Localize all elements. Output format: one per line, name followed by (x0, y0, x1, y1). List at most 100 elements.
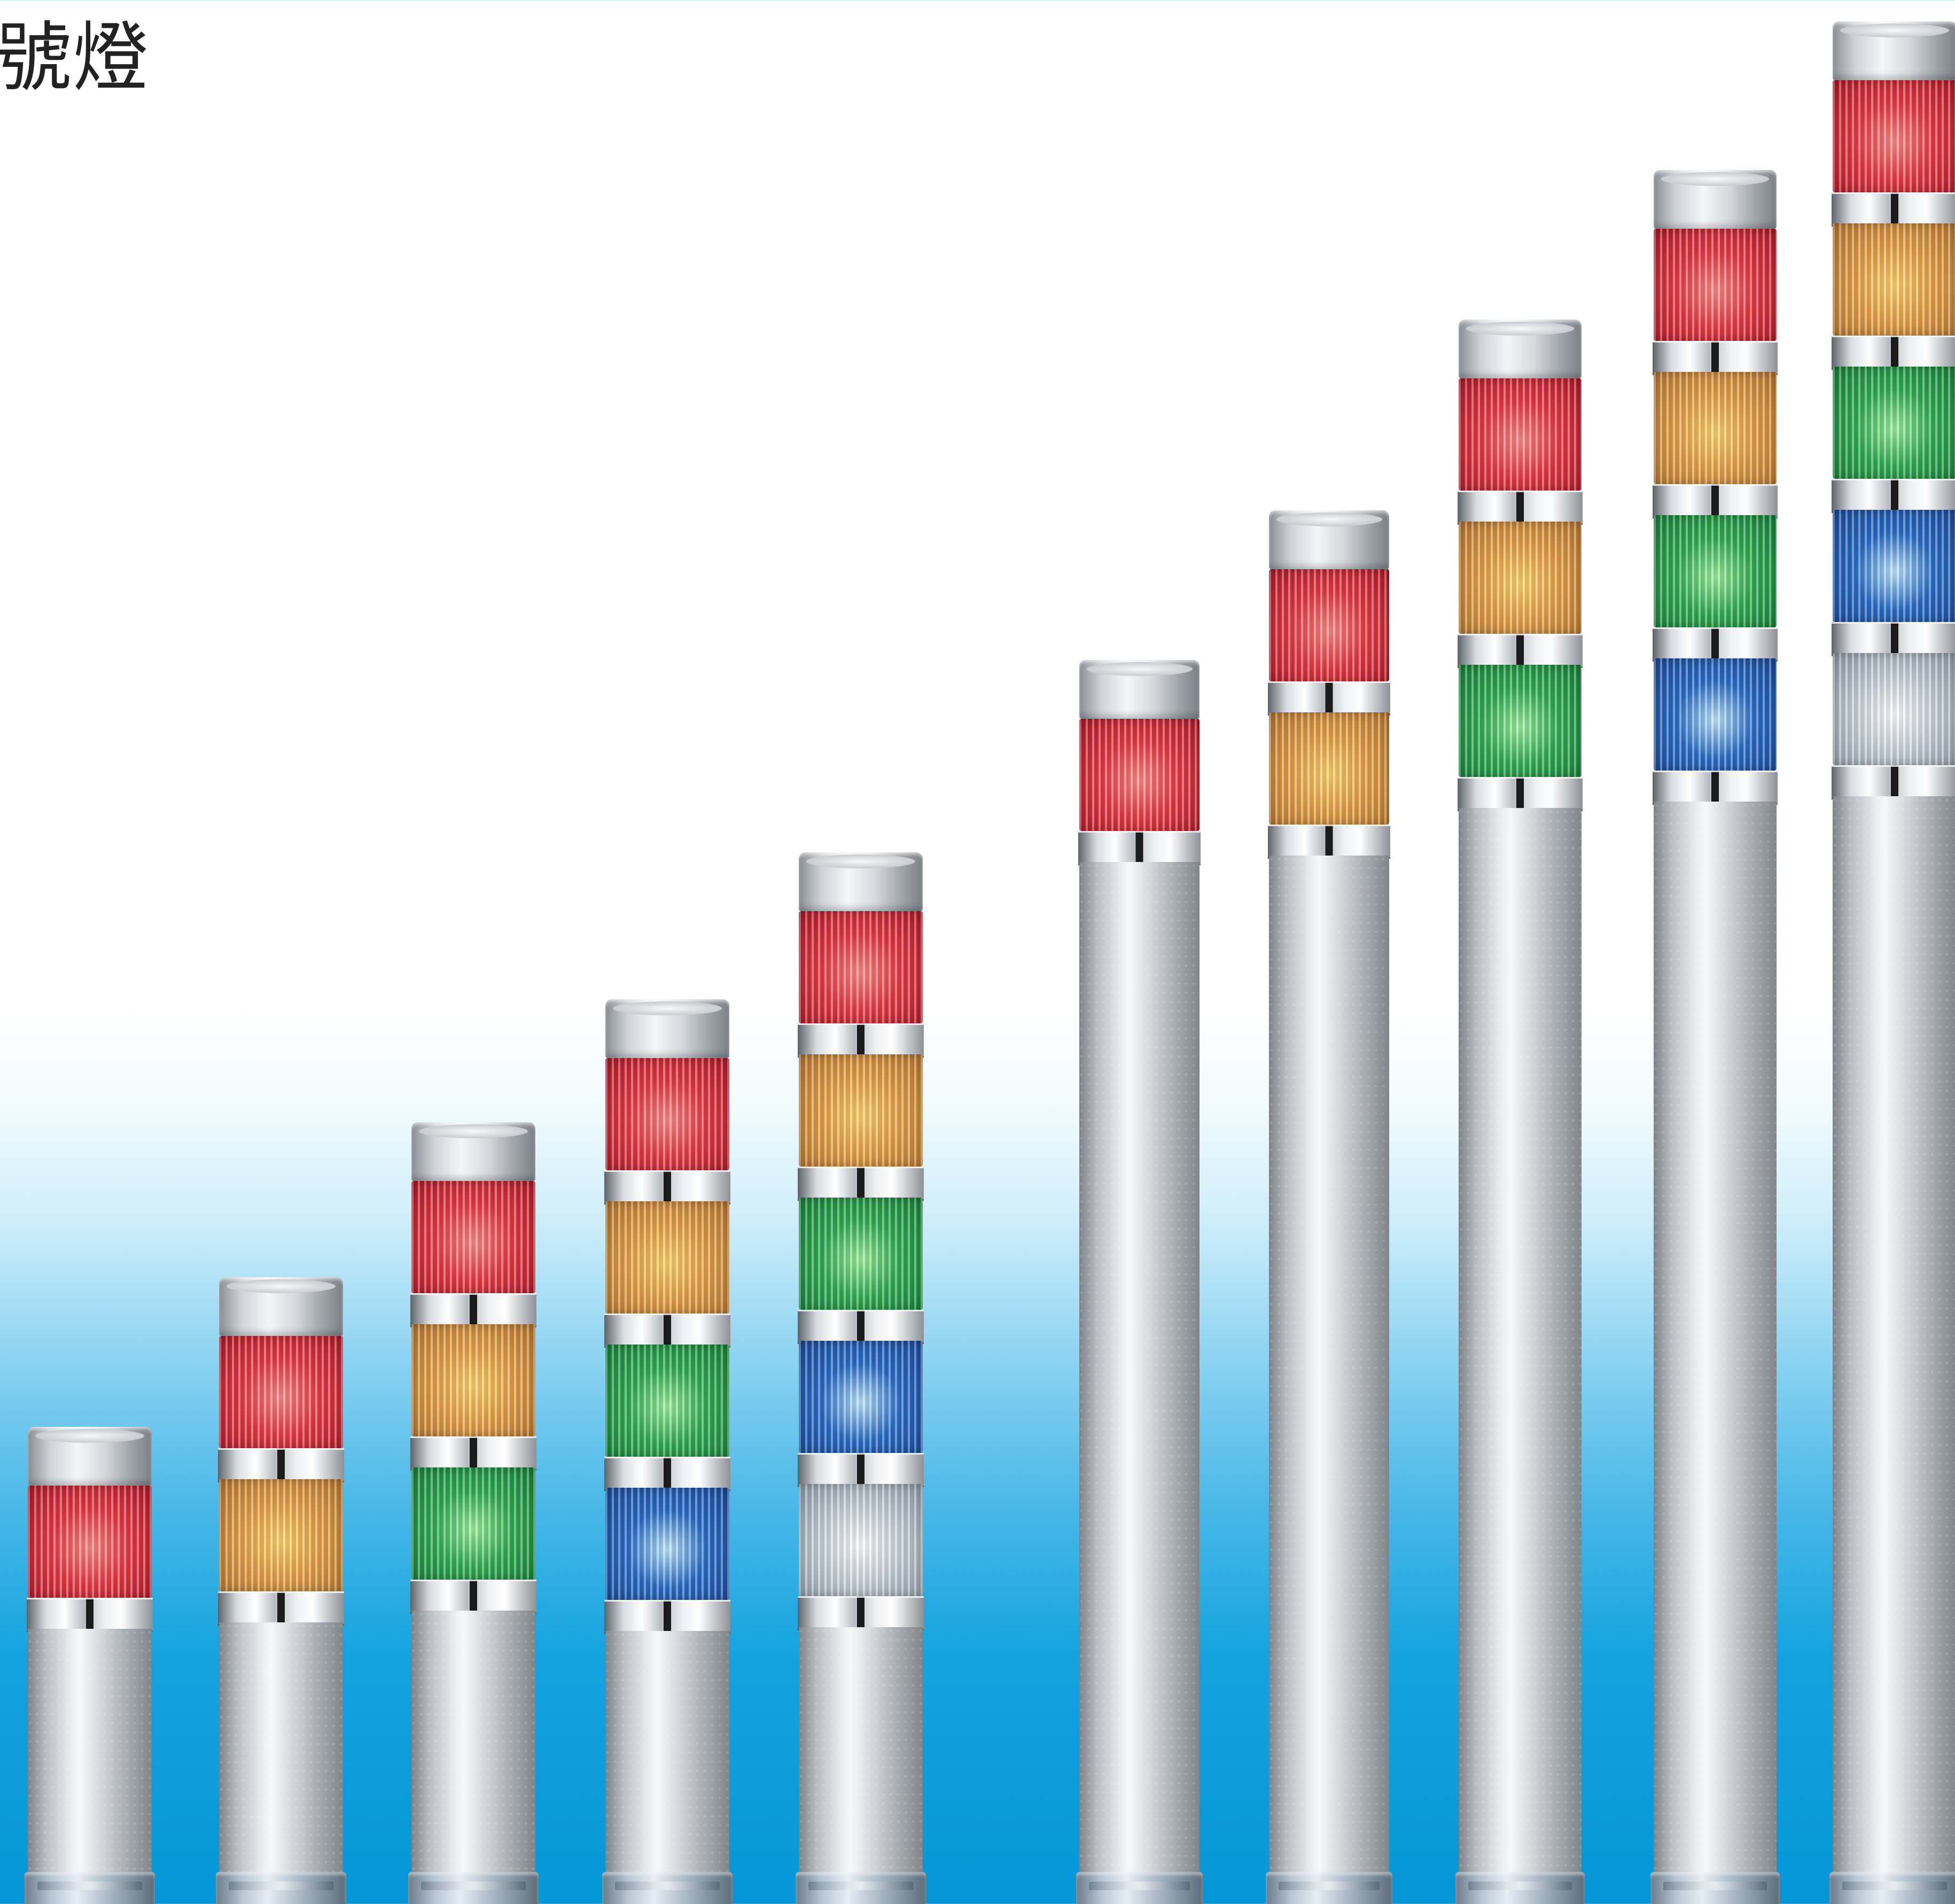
tower-1-tier (25, 1427, 155, 1904)
chrome-ring (1078, 831, 1201, 865)
blue-lens (605, 1488, 729, 1600)
chrome-ring (604, 1457, 730, 1491)
chrome-ring (410, 1293, 536, 1327)
blue-light-tier (798, 1341, 924, 1487)
tower-cap (1459, 320, 1582, 378)
mounting-base (25, 1872, 155, 1904)
amber-light-tier (410, 1324, 536, 1471)
aluminum-pole (1079, 862, 1200, 1874)
amber-light-tier (218, 1479, 344, 1626)
mounting-base (1076, 1872, 1203, 1904)
red-lens (28, 1486, 152, 1598)
mounting-base (1650, 1872, 1780, 1904)
blue-lens (1833, 510, 1955, 622)
tower-4-tier-tall (1650, 170, 1780, 1904)
chrome-ring (798, 1167, 924, 1201)
red-lens (1459, 378, 1582, 491)
tower-cap (1269, 510, 1389, 569)
blue-light-tier (1832, 510, 1955, 656)
chrome-ring (1268, 681, 1390, 716)
green-lens (1459, 665, 1582, 777)
amber-lens (799, 1054, 923, 1167)
tower-2-tier (216, 1277, 346, 1904)
blue-lens (799, 1341, 923, 1453)
tower-cap (1079, 660, 1200, 719)
red-light-tier (1653, 229, 1778, 375)
green-light-tier (410, 1467, 536, 1614)
tower-3-tier (408, 1122, 539, 1904)
chrome-ring (1653, 771, 1778, 805)
green-light-tier (1458, 665, 1583, 811)
green-lens (1654, 515, 1777, 627)
amber-light-tier (1458, 522, 1583, 668)
white-lens (799, 1484, 923, 1596)
aluminum-pole (1654, 802, 1777, 1874)
mounting-base (1829, 1872, 1955, 1904)
amber-lens (219, 1479, 343, 1591)
red-lens (219, 1336, 343, 1448)
aluminum-pole (1459, 808, 1582, 1874)
chrome-ring (1268, 825, 1390, 859)
chrome-ring (410, 1436, 536, 1471)
mounting-base (1266, 1872, 1392, 1904)
red-light-tier (798, 911, 924, 1058)
red-lens (1269, 569, 1389, 681)
red-light-tier (1458, 378, 1583, 525)
chrome-ring (1832, 479, 1955, 513)
aluminum-pole (1269, 856, 1389, 1874)
tower-5-tier (796, 852, 926, 1904)
chrome-ring (1653, 341, 1778, 375)
white-light-tier (798, 1484, 924, 1630)
amber-lens (411, 1324, 535, 1436)
chrome-ring (604, 1170, 730, 1204)
red-light-tier (218, 1336, 344, 1482)
amber-light-tier (1832, 223, 1955, 370)
aluminum-pole (799, 1627, 923, 1874)
chrome-ring (1458, 491, 1583, 525)
green-light-tier (604, 1345, 730, 1491)
red-light-tier (604, 1058, 730, 1204)
tower-1-tier-tall (1076, 660, 1203, 1904)
chrome-ring (1832, 192, 1955, 227)
white-lens (1833, 653, 1955, 765)
green-light-tier (1653, 515, 1778, 662)
chrome-ring (218, 1591, 344, 1626)
red-light-tier (1268, 569, 1390, 716)
amber-lens (1459, 522, 1582, 634)
red-lens (605, 1058, 729, 1170)
aluminum-pole (1833, 796, 1955, 1874)
mounting-base (796, 1872, 926, 1904)
tower-cap (605, 999, 729, 1058)
mounting-base (408, 1872, 539, 1904)
aluminum-pole (411, 1611, 535, 1874)
chrome-ring (218, 1448, 344, 1482)
mounting-base (216, 1872, 346, 1904)
chrome-ring (798, 1310, 924, 1344)
chrome-ring (1832, 765, 1955, 799)
chrome-ring (1458, 777, 1583, 811)
chrome-ring (410, 1580, 536, 1614)
green-lens (799, 1198, 923, 1310)
aluminum-pole (219, 1622, 343, 1874)
red-light-tier (1078, 719, 1201, 865)
red-light-tier (27, 1486, 153, 1632)
tower-cap (1654, 170, 1777, 229)
blue-lens (1654, 658, 1777, 771)
chrome-ring (798, 1023, 924, 1058)
red-lens (411, 1181, 535, 1293)
red-lens (1833, 80, 1955, 192)
chrome-ring (1458, 634, 1583, 668)
amber-light-tier (798, 1054, 924, 1201)
amber-lens (605, 1201, 729, 1314)
aluminum-pole (28, 1629, 152, 1874)
mounting-base (1455, 1872, 1585, 1904)
headline-text: 號燈 (0, 14, 150, 102)
green-lens (411, 1467, 535, 1580)
chrome-ring (1653, 627, 1778, 662)
amber-light-tier (1653, 372, 1778, 518)
white-light-tier (1832, 653, 1955, 799)
red-lens (799, 911, 923, 1023)
amber-light-tier (1268, 712, 1390, 859)
chrome-ring (1832, 336, 1955, 370)
